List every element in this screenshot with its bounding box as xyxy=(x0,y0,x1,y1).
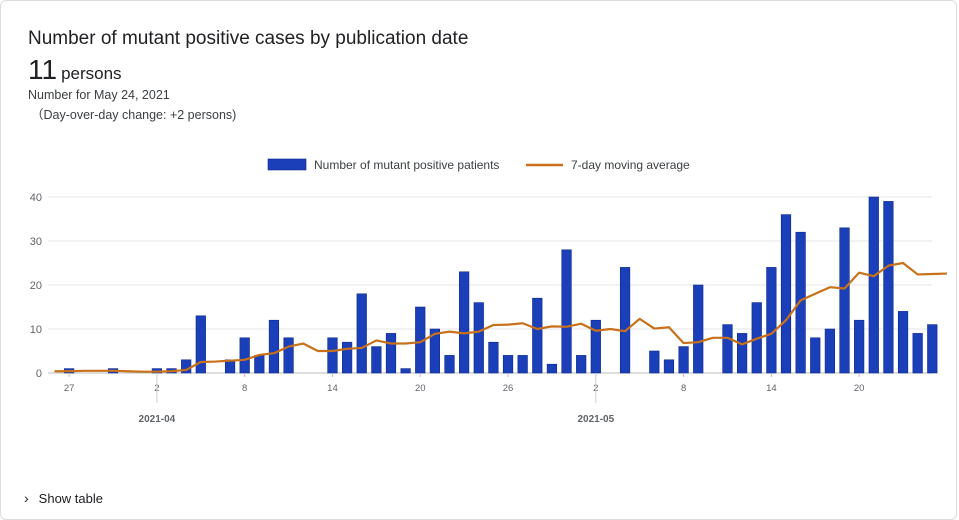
bar xyxy=(854,319,865,374)
x-tick-label: 27 xyxy=(64,383,75,394)
x-tick-label: 26 xyxy=(503,383,514,394)
bar xyxy=(459,271,470,374)
bar xyxy=(897,311,909,374)
bar xyxy=(780,214,792,374)
bar xyxy=(283,337,294,374)
date-line: Number for May 24, 2021 xyxy=(28,88,170,102)
bar xyxy=(356,293,367,374)
bar xyxy=(444,355,455,374)
show-table-label: Show table xyxy=(38,491,103,506)
bar-line-chart: 01020304027281420262814202021-042021-05N… xyxy=(30,158,947,425)
change-line: （Day-over-day change: +2 persons) xyxy=(31,108,237,122)
bar xyxy=(561,249,572,374)
bar xyxy=(737,333,748,374)
bar xyxy=(385,333,397,374)
x-month-label: 2021-05 xyxy=(577,414,614,425)
bar xyxy=(546,363,558,374)
bar xyxy=(722,324,733,374)
bar xyxy=(502,355,514,374)
bar xyxy=(371,346,382,374)
bar xyxy=(576,355,587,374)
bar xyxy=(488,341,499,374)
bar xyxy=(254,355,265,374)
headline-value: 11 persons xyxy=(28,54,122,86)
bar xyxy=(868,196,879,374)
bar xyxy=(927,324,938,374)
x-tick-label: 20 xyxy=(854,383,865,394)
chevron-right-icon: › xyxy=(24,490,29,506)
headline-unit: persons xyxy=(61,64,122,83)
bar xyxy=(795,231,806,374)
bar xyxy=(341,341,353,374)
x-tick-label: 8 xyxy=(242,383,247,394)
bar xyxy=(517,355,528,374)
x-tick-label: 20 xyxy=(415,383,426,394)
bar xyxy=(195,315,206,374)
y-tick-label: 0 xyxy=(36,368,42,380)
show-table-toggle[interactable]: › Show table xyxy=(24,490,103,506)
x-tick-label: 14 xyxy=(766,383,777,394)
bar xyxy=(810,337,821,374)
bar xyxy=(619,267,631,374)
bar xyxy=(268,319,280,374)
bar xyxy=(532,297,543,374)
headline-number: 11 xyxy=(28,54,58,85)
bar xyxy=(327,337,338,374)
x-tick-label: 14 xyxy=(327,383,338,394)
bar xyxy=(678,346,689,374)
y-tick-label: 40 xyxy=(30,192,42,204)
bar xyxy=(400,368,411,374)
y-tick-label: 10 xyxy=(30,324,42,336)
y-tick-label: 30 xyxy=(30,236,42,248)
legend-bar-swatch xyxy=(267,158,307,171)
legend-label: 7-day moving average xyxy=(571,158,690,172)
bar xyxy=(766,267,777,374)
x-tick-label: 8 xyxy=(681,383,686,394)
bar xyxy=(839,227,850,374)
bar xyxy=(824,328,835,374)
moving-average-line xyxy=(54,261,947,373)
bar xyxy=(429,328,440,374)
bar xyxy=(649,350,660,374)
legend-label: Number of mutant positive patients xyxy=(314,158,499,172)
y-tick-label: 20 xyxy=(30,280,42,292)
page-title: Number of mutant positive cases by publi… xyxy=(28,28,469,49)
bar xyxy=(663,359,675,374)
bar xyxy=(239,337,250,374)
bar xyxy=(883,201,894,374)
x-month-label: 2021-04 xyxy=(139,414,176,425)
bar xyxy=(912,333,923,374)
bar xyxy=(693,284,704,374)
bar xyxy=(473,302,484,374)
